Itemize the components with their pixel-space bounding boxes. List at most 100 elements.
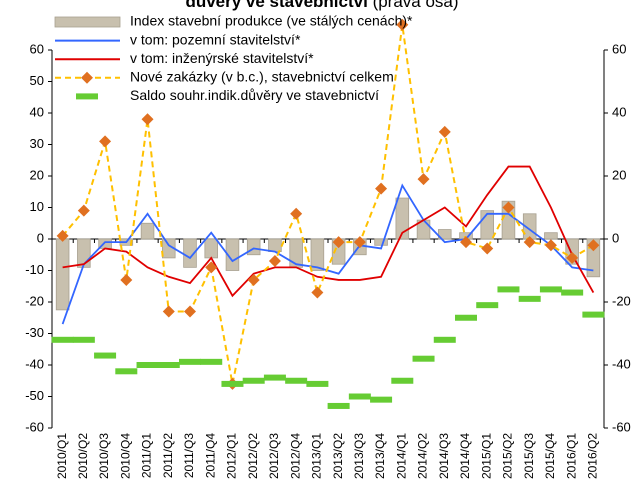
legend-label: v tom: pozemní stavitelství*	[130, 31, 301, 47]
legend-label: v tom: inženýrské stavitelství*	[130, 50, 314, 66]
marker	[157, 362, 180, 368]
marker	[539, 286, 562, 293]
x-tick-label: 2011/Q2	[161, 433, 175, 478]
x-tick-label: 2015/Q4	[543, 433, 557, 479]
marker	[247, 273, 260, 286]
marker	[72, 336, 95, 343]
y-tick-label: -10	[25, 262, 44, 277]
bar	[374, 238, 388, 246]
marker	[141, 113, 154, 126]
marker	[523, 236, 536, 249]
y-tick-label: 10	[30, 199, 44, 214]
y-tick-label: 30	[30, 136, 44, 151]
series-line	[62, 165, 595, 298]
marker	[205, 261, 218, 274]
chart-title-group: důvěry ve stavebnictví (pravá osa)	[185, 0, 458, 11]
x-tick-label: 2013/Q1	[310, 433, 324, 479]
marker	[391, 377, 414, 384]
y-tick-label: -40	[25, 356, 44, 371]
y-tick-label: 40	[30, 104, 44, 119]
x-tick-label: 2011/Q4	[203, 433, 217, 478]
marker	[221, 380, 244, 387]
bar	[225, 238, 240, 271]
y2-tick-label: 0	[612, 230, 619, 245]
marker	[582, 311, 605, 318]
y-tick-label: 50	[30, 73, 44, 88]
legend-marker	[81, 71, 93, 84]
marker	[396, 18, 409, 31]
x-tick-label: 2010/Q2	[76, 433, 90, 479]
marker	[179, 358, 201, 365]
bar	[544, 232, 558, 240]
marker	[417, 173, 430, 186]
x-tick-label: 2011/Q1	[140, 433, 154, 478]
marker	[433, 336, 456, 343]
x-tick-label: 2012/Q2	[246, 433, 260, 479]
x-tick-label: 2016/Q1	[564, 433, 578, 479]
legend-swatch	[54, 16, 121, 28]
marker	[375, 182, 388, 195]
legend-label: Nové zakázky (v b.c.), stavebnictví celk…	[130, 69, 394, 85]
y-tick-label: -60	[25, 419, 44, 434]
x-tick-label: 2013/Q4	[373, 433, 387, 479]
bar	[246, 238, 261, 256]
marker	[370, 396, 393, 403]
x-tick-label: 2013/Q3	[352, 433, 366, 479]
x-tick-label: 2015/Q2	[501, 433, 515, 479]
x-tick-label: 2014/Q1	[394, 433, 408, 479]
bar	[310, 238, 325, 271]
bar	[289, 238, 303, 268]
marker	[285, 377, 308, 384]
x-tick-label: 2014/Q3	[437, 433, 451, 479]
marker	[56, 229, 69, 242]
series-line	[61, 24, 594, 385]
y-tick-label: -50	[25, 388, 44, 403]
x-tick-label: 2010/Q3	[97, 433, 111, 479]
x-tick-label: 2010/Q4	[118, 433, 132, 479]
marker	[263, 374, 286, 381]
marker	[290, 207, 303, 220]
marker	[476, 302, 499, 309]
marker	[544, 239, 557, 252]
y2-tick-label: -20	[612, 293, 631, 308]
y2-tick-label: 40	[612, 104, 626, 119]
marker	[311, 286, 324, 299]
marker	[99, 135, 112, 148]
legend-label: Saldo souhr.indik.důvěry ve stavebnictví	[130, 87, 379, 103]
marker	[481, 242, 494, 255]
bar	[268, 238, 282, 252]
marker	[306, 380, 329, 387]
y2-tick-label: 60	[612, 41, 626, 56]
x-tick-label: 2015/Q1	[479, 433, 493, 479]
marker	[94, 352, 117, 359]
x-tick-label: 2012/Q1	[225, 433, 239, 479]
x-tick-label: 2013/Q2	[331, 433, 345, 479]
y-tick-label: 60	[30, 41, 44, 56]
marker	[200, 358, 223, 365]
marker	[332, 236, 345, 249]
marker	[162, 305, 175, 318]
marker	[502, 201, 515, 214]
bar	[586, 238, 601, 278]
x-tick-label: 2010/Q1	[55, 433, 69, 479]
marker	[566, 251, 579, 264]
x-tick-label: 2012/Q4	[288, 433, 302, 479]
marker	[438, 125, 451, 138]
marker	[268, 255, 281, 268]
y-tick-label: 0	[37, 230, 44, 245]
bar	[395, 197, 410, 240]
legend-swatch	[76, 93, 98, 100]
marker	[460, 236, 472, 249]
chart-title-note: (pravá osa)	[373, 0, 459, 11]
x-tick-label: 2014/Q4	[458, 433, 472, 479]
marker	[455, 314, 477, 321]
x-tick-label: 2011/Q3	[182, 433, 196, 478]
marker	[51, 336, 74, 343]
marker	[587, 239, 600, 252]
marker	[327, 402, 350, 409]
marker	[353, 236, 366, 249]
x-tick-label: 2016/Q2	[586, 433, 600, 479]
y-tick-label: -30	[25, 325, 44, 340]
marker	[136, 362, 159, 368]
